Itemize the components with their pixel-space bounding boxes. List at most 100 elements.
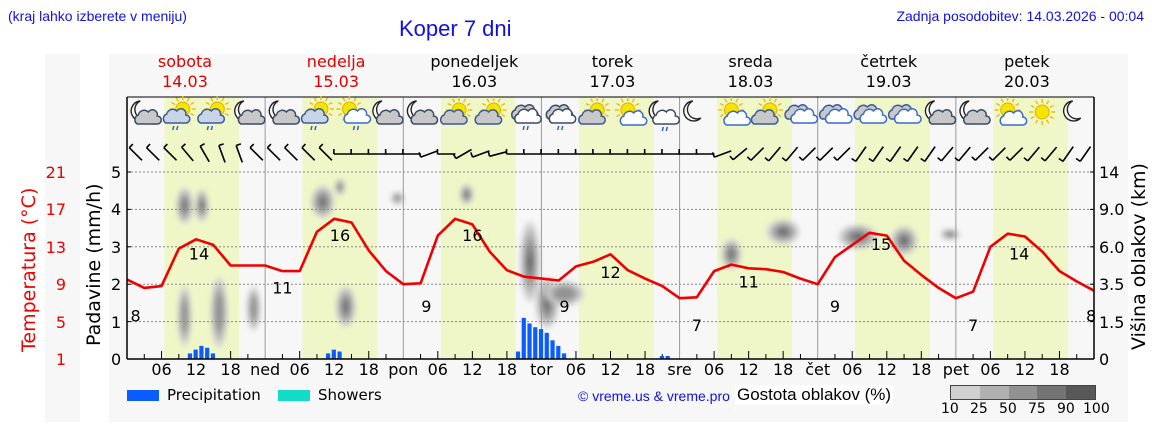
weather-icon-cloud-rain-icon (511, 104, 542, 131)
temperature-tick: 17 (45, 200, 66, 220)
cloud-scale-label: 90 (1057, 401, 1075, 417)
weather-icon-moon-cloud-icon (268, 100, 301, 125)
temperature-line (126, 217, 1095, 300)
daylight-band (440, 97, 516, 359)
temperature-annotation: 14 (189, 244, 209, 263)
temperature-annotation: 9 (559, 297, 569, 316)
temperature-annotation: 11 (738, 273, 758, 292)
weather-icon-sun-cloud-white-icon (614, 97, 648, 126)
day-date: 16.03 (451, 72, 498, 91)
cloud-scale-label: 10 (941, 401, 959, 417)
x-tick-label: 06 (980, 360, 1001, 379)
cloud-scale-label: 50 (999, 401, 1017, 417)
day-name: sobota (157, 52, 213, 71)
x-tick-label: tor (530, 360, 553, 379)
temperature-annotation: 12 (600, 263, 620, 282)
cloud-scale-swatch (1008, 386, 1038, 399)
precipitation-tick: 2 (111, 275, 122, 295)
x-tick-label: 06 (703, 360, 725, 379)
temperature-annotation: 11 (272, 279, 292, 298)
cloud-scale-swatch (1037, 386, 1067, 399)
showers-legend-swatch (278, 390, 310, 401)
last-update-text: Zadnja posodobitev: 14.03.2026 - 00:04 (896, 8, 1144, 24)
temperature-annotation: 7 (692, 316, 702, 335)
day-date: 19.03 (865, 72, 912, 91)
x-tick-label: 06 (289, 360, 310, 379)
weather-icon-sun-cloud-rain-icon (300, 96, 334, 131)
cloud-height-tick: 14 (1099, 163, 1120, 182)
x-tick-label: 12 (462, 360, 483, 379)
cloud-scale-label: 100 (1083, 401, 1110, 417)
cloud-height-tick: 6.0 (1099, 237, 1125, 257)
x-tick-label: 06 (427, 360, 448, 379)
precipitation-tick: 1 (111, 312, 122, 332)
weather-icon-sun-cloud-white-rain-icon (336, 96, 372, 131)
x-tick-label: 18 (634, 360, 656, 379)
cloud-density-label: Gostota oblakov (%) (735, 385, 894, 405)
x-tick-label: 12 (600, 360, 621, 379)
day-date: 14.03 (162, 72, 208, 91)
x-tick-label: 18 (1049, 360, 1070, 379)
weather-icons-row (130, 96, 1082, 132)
temperature-axis-panel (45, 54, 80, 422)
weather-icon-moon-cloud-icon (924, 100, 957, 125)
x-tick-label: 12 (324, 360, 345, 379)
x-tick-label: 12 (876, 360, 897, 379)
day-header-6: petek 20.03 (958, 52, 1096, 92)
daylight-band (164, 97, 240, 359)
weather-icon-moon-cloud-icon (234, 100, 266, 125)
x-tick-label: 18 (772, 360, 794, 379)
day-name: ponedeljek (430, 52, 519, 71)
daylight-band (993, 97, 1069, 359)
x-tick-label: 06 (842, 360, 863, 379)
x-tick-label: pon (388, 360, 419, 379)
weather-icon-cloud-white-icon (818, 104, 853, 124)
day-date: 20.03 (1003, 72, 1050, 91)
cloud-height-tick: 9.0 (1099, 200, 1125, 220)
weather-icon-sun-cloud-rain-icon (162, 96, 196, 131)
day-date: 15.03 (313, 72, 360, 91)
day-name: četrtek (860, 52, 918, 71)
temperature-annotation: 9 (830, 297, 840, 316)
day-name: torek (591, 52, 634, 71)
day-header-2: ponedeljek 16.03 (405, 52, 543, 92)
precipitation-bars (187, 317, 670, 359)
temperature-annotation: 16 (330, 226, 350, 245)
copyright-link[interactable]: © vreme.us & vreme.pro (578, 388, 730, 404)
temperature-tick: 5 (55, 312, 66, 332)
weather-icon-moon-icon (1062, 100, 1082, 122)
cloud-scale-label: 75 (1028, 401, 1046, 417)
weather-icon-moon-cloud-rain-icon (648, 100, 681, 132)
temperature-tick: 21 (45, 163, 66, 182)
weather-icon-sun-cloud-white-icon (994, 97, 1028, 126)
weather-icon-sun-cloud-icon (439, 97, 473, 125)
temperature-annotation: 14 (1009, 244, 1029, 263)
weather-icon-sun-cloud-rain-icon (197, 96, 231, 131)
cloud-scale-swatch (951, 386, 980, 399)
x-tick-label: 18 (220, 360, 241, 379)
temperature-tick: 1 (55, 350, 66, 369)
precipitation-tick: 5 (111, 163, 122, 182)
cloud-scale-label: 25 (970, 401, 988, 417)
day-name: petek (1004, 52, 1050, 71)
cloud-height-tick: 1.5 (1099, 312, 1125, 332)
day-header-3: torek 17.03 (543, 52, 681, 92)
weather-icon-cloud-white-icon (853, 104, 888, 124)
day-name: sreda (728, 52, 773, 71)
weather-icon-moon-cloud-icon (130, 100, 163, 125)
weather-icon-moon-icon (683, 100, 702, 122)
day-header-4: sreda 18.03 (682, 52, 820, 92)
x-tick-label: 18 (358, 360, 379, 379)
weather-icon-sun-cloud-icon (578, 97, 611, 125)
temperature-tick: 13 (45, 237, 66, 257)
weather-icon-sun-cloud-icon (750, 97, 783, 125)
weather-icon-moon-cloud-icon (959, 100, 991, 125)
precipitation-legend-swatch (127, 390, 159, 401)
temperature-annotation: 9 (421, 297, 431, 316)
cloud-density-scale (950, 385, 1096, 400)
cloud-height-tick: 3.5 (1099, 275, 1125, 295)
region-menu-hint-link[interactable]: (kraj lahko izberete v meniju) (8, 8, 187, 24)
page-title: Koper 7 dni (399, 16, 512, 41)
precipitation-tick: 4 (111, 200, 122, 220)
